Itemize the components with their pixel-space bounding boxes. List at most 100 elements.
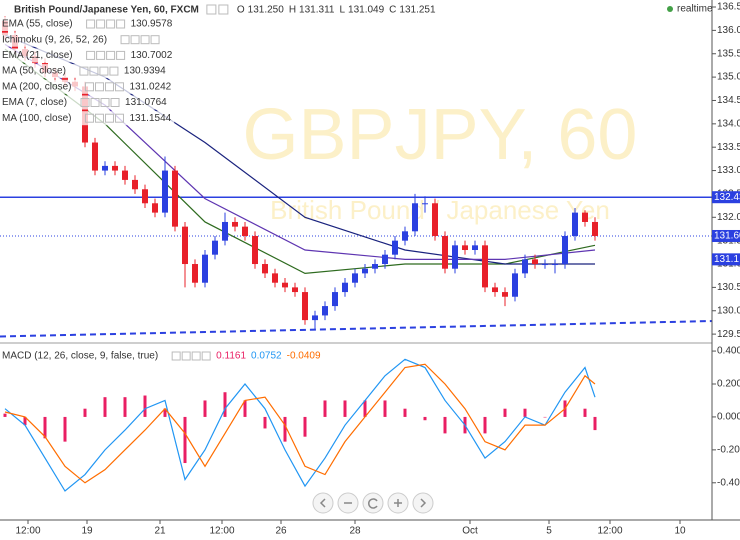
ohlc-name: O [237, 5, 245, 16]
histogram-bar [223, 392, 227, 417]
macd-line [4, 363, 596, 484]
candle-body [132, 179, 138, 190]
indicator-name: EMA (55, close) [2, 19, 73, 30]
histogram-bar [243, 400, 247, 417]
indicator-value: 130.9394 [124, 66, 166, 77]
histogram-bar [263, 416, 267, 429]
x-tick-label: 28 [349, 526, 361, 537]
price-tag-label: 131.60 [714, 231, 740, 242]
histogram-bar [143, 395, 147, 417]
x-tick-label: Oct [462, 526, 478, 537]
icon [86, 19, 96, 29]
candle-body [582, 212, 588, 222]
legend-overlay: British Pound/Japanese Yen, 60, FXCM O 131… [0, 4, 436, 362]
icon [140, 35, 150, 45]
watermark: GBPJPY, 60 [243, 95, 638, 175]
indicator-name: MA (200, close) [2, 81, 71, 92]
histogram-bar [283, 416, 287, 442]
indicator-name: MA (100, close) [2, 113, 71, 124]
candle-body [392, 240, 398, 255]
icon [84, 82, 94, 92]
icon [116, 19, 126, 29]
candle-body [242, 226, 248, 236]
y-tick-label: 136.50 [717, 2, 740, 13]
histogram-bar [483, 416, 487, 434]
candle-body [302, 292, 308, 321]
icon [218, 4, 229, 15]
candle-body [182, 226, 188, 265]
candle-body [262, 264, 268, 274]
y-tick-label: 134.50 [717, 95, 740, 106]
candle-body [362, 268, 368, 274]
y-tick-label: 130.50 [717, 282, 740, 293]
candle-body [422, 203, 428, 205]
x-tick-label: 26 [275, 526, 287, 537]
candle-body [312, 315, 318, 321]
candle-body [142, 189, 148, 204]
candle-body [442, 235, 448, 269]
icon [201, 351, 211, 361]
reset-button[interactable] [362, 492, 384, 514]
ohlc-value: 131.311 [299, 5, 335, 16]
y-tick-label: 136.00 [717, 25, 740, 36]
candle-body [482, 245, 488, 288]
icon [116, 50, 126, 60]
candle-body [92, 142, 98, 171]
icon [80, 98, 90, 107]
candle-body [412, 203, 418, 232]
histogram-bar [183, 416, 187, 464]
x-tick-label: 12:00 [15, 526, 40, 537]
candle-body [192, 264, 198, 283]
icon [150, 35, 160, 45]
candle-body [432, 203, 438, 236]
histogram-bar [23, 416, 27, 426]
icon [106, 19, 116, 29]
candle-body [532, 259, 538, 265]
legend-row-bg [0, 48, 176, 63]
watermark-subtitle: British Pound / Japanese Yen [270, 195, 610, 225]
indicator-value: 131.0242 [129, 81, 171, 92]
candle-body [222, 221, 228, 241]
icon [181, 351, 191, 361]
candle-body [272, 273, 278, 283]
icon [110, 98, 120, 107]
zoom-out-button[interactable] [337, 492, 359, 514]
histogram-bar [103, 397, 107, 417]
icon [94, 82, 104, 92]
icon [89, 66, 99, 76]
legend-row-bg [0, 64, 169, 79]
legend-row-bg [0, 17, 176, 31]
scroll-left-button[interactable] [312, 492, 334, 514]
price-tag-label: 131.1 [714, 254, 739, 265]
y-tick-label: 133.00 [717, 165, 740, 176]
x-tick-label: 12:00 [209, 526, 234, 537]
macd-line [4, 358, 596, 492]
scroll-right-button[interactable] [412, 492, 434, 514]
candle-body [172, 170, 178, 227]
candle-body [462, 245, 468, 251]
icon [130, 35, 140, 45]
icon [96, 50, 106, 60]
ohlc-name: H [289, 5, 296, 16]
histogram-bar [593, 416, 597, 431]
macd-value: 0.0752 [251, 351, 282, 362]
zoom-in-button[interactable] [387, 492, 409, 514]
y-tick-label: 129.50 [717, 329, 740, 340]
histogram-bar [343, 400, 347, 417]
trendline [0, 320, 712, 338]
y-tick-label: 132.00 [717, 212, 740, 223]
icon [84, 113, 94, 123]
candle-body [512, 273, 518, 297]
histogram-bar [303, 416, 307, 437]
histogram-bar [383, 400, 387, 417]
y-tick-label: 0.0000 [717, 412, 740, 423]
candle-body [372, 264, 378, 269]
status-dot [667, 6, 673, 12]
histogram-bar [423, 416, 427, 421]
icon [120, 35, 130, 45]
macd-pane [3, 358, 597, 492]
zoom-controls [312, 492, 434, 514]
